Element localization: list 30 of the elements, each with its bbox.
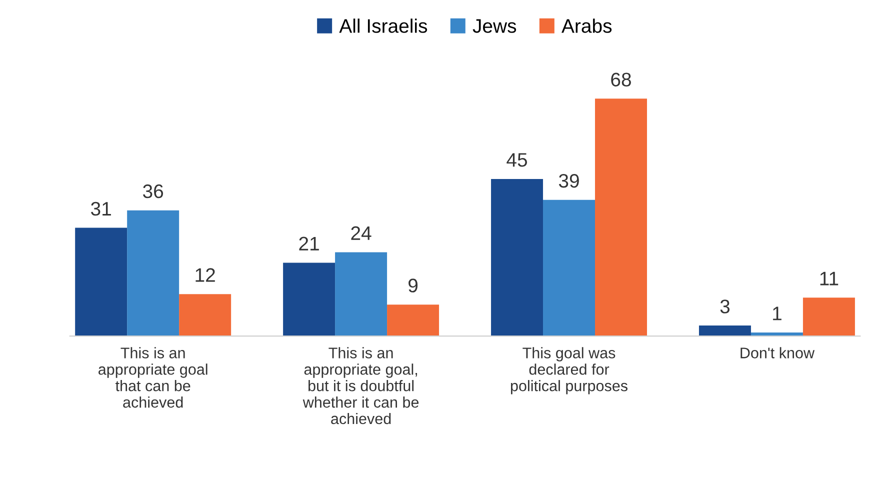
data-label: 36 (143, 184, 164, 198)
data-label: 3 (720, 300, 730, 314)
bar (75, 228, 128, 336)
data-label: 9 (408, 278, 418, 292)
bar (179, 294, 232, 336)
bar (127, 210, 180, 336)
data-label: 39 (558, 174, 579, 188)
bar (491, 178, 544, 336)
data-label: 21 (299, 236, 319, 250)
x-tick-label: Don't know (740, 347, 815, 358)
bar (595, 98, 647, 336)
bar (387, 304, 440, 336)
legend-label: Arabs (562, 18, 612, 33)
bar (698, 326, 751, 336)
data-label: 1 (773, 306, 782, 320)
data-label: 45 (506, 153, 528, 167)
data-label: 68 (611, 72, 631, 86)
legend-label: All Israelis (339, 18, 428, 33)
data-label: 12 (196, 268, 215, 282)
x-tick-label: This goal was declared for political purposes (510, 347, 628, 394)
data-label: 24 (351, 226, 372, 240)
bar (335, 252, 388, 336)
bar (802, 298, 855, 336)
bar (283, 262, 336, 336)
data-label: 31 (91, 202, 111, 216)
legend-label: Jews (472, 19, 516, 33)
x-tick-label: This is an appropriate goal that can be achieved (98, 347, 208, 408)
x-tick-label: This is an appropriate goal, but it is doubtful whether it can be achieved (302, 347, 419, 424)
bar (543, 200, 596, 336)
data-label: 11 (820, 272, 838, 286)
